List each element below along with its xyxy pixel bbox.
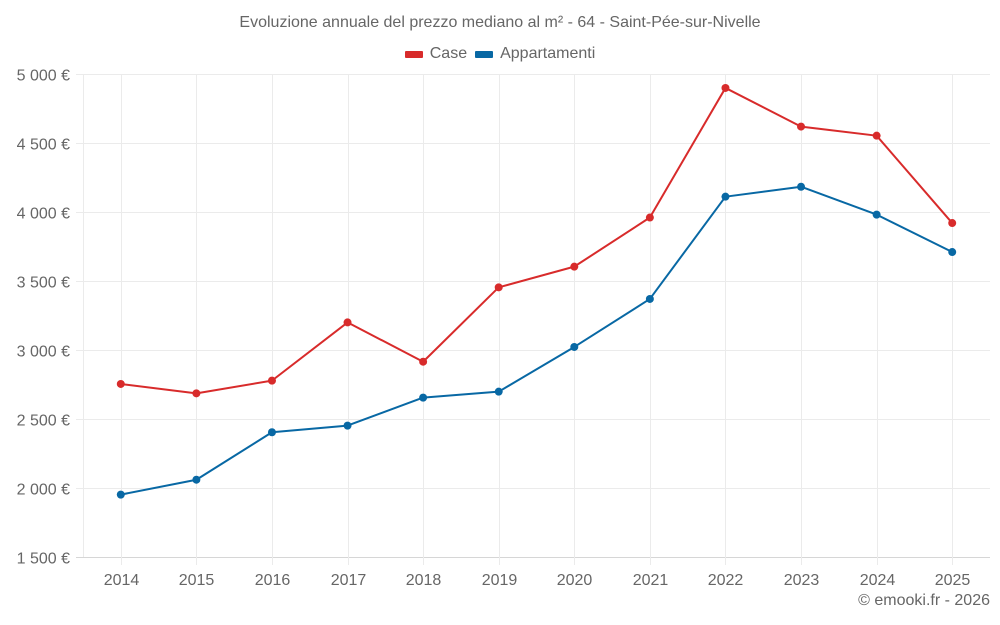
x-axis: 2014 2015 2016 2017 2018 2019 2020 2021 2022 2023… xyxy=(104,572,971,589)
data-point-case-2023[interactable] xyxy=(797,122,806,131)
x-tick-label: 2017 xyxy=(331,572,367,589)
credit-text: © emooki.fr - 2026 xyxy=(858,592,990,609)
data-point-appartamenti-2018[interactable] xyxy=(419,393,428,402)
legend-swatch-appartamenti xyxy=(475,50,494,58)
data-point-case-2021[interactable] xyxy=(645,213,654,222)
series-line-appartamenti xyxy=(120,185,953,496)
data-point-case-2018[interactable] xyxy=(419,357,428,366)
data-point-appartamenti-2020[interactable] xyxy=(570,342,579,351)
legend-label-appartamenti: Appartamenti xyxy=(500,45,596,62)
data-point-case-2016[interactable] xyxy=(267,376,276,385)
series-group xyxy=(116,83,957,499)
y-tick-label: 4 000 € xyxy=(17,206,70,223)
data-point-case-2019[interactable] xyxy=(494,283,503,292)
legend-swatch-case xyxy=(404,50,423,58)
y-tick-label: 2 000 € xyxy=(17,482,70,499)
x-tick-label: 2019 xyxy=(482,572,518,589)
data-point-case-2014[interactable] xyxy=(116,379,125,388)
legend-item-appartamenti[interactable]: Appartamenti xyxy=(475,45,595,63)
x-tick-label: 2015 xyxy=(179,572,215,589)
x-tick-label: 2020 xyxy=(557,572,593,589)
data-point-case-2017[interactable] xyxy=(343,318,352,327)
data-point-appartamenti-2023[interactable] xyxy=(797,182,806,191)
data-point-appartamenti-2014[interactable] xyxy=(116,490,125,499)
data-point-case-2025[interactable] xyxy=(948,219,957,228)
y-axis: 1 500 € 2 000 € 2 500 € 3 000 € 3 500 € 4 000… xyxy=(17,68,70,568)
x-tick-label: 2022 xyxy=(708,572,744,589)
y-tick-label: 5 000 € xyxy=(17,68,70,85)
series-line-case xyxy=(120,86,953,395)
legend-item-case[interactable]: Case xyxy=(404,45,468,63)
x-tick-label: 2023 xyxy=(784,572,820,589)
data-point-appartamenti-2022[interactable] xyxy=(721,192,730,201)
y-tick-label: 1 500 € xyxy=(17,551,70,568)
y-tick-label: 3 500 € xyxy=(17,275,70,292)
legend: Case Appartamenti xyxy=(0,45,1000,63)
data-point-appartamenti-2025[interactable] xyxy=(948,248,957,257)
x-tick-label: 2014 xyxy=(104,572,140,589)
y-tick-label: 2 500 € xyxy=(17,413,70,430)
grid xyxy=(76,74,990,565)
data-point-case-2020[interactable] xyxy=(570,262,579,271)
chart-title: Evoluzione annuale del prezzo mediano al… xyxy=(239,14,761,31)
data-point-appartamenti-2017[interactable] xyxy=(343,421,352,430)
y-tick-label: 4 500 € xyxy=(17,137,70,154)
x-tick-label: 2024 xyxy=(860,572,896,589)
data-point-case-2015[interactable] xyxy=(192,389,201,398)
data-point-case-2022[interactable] xyxy=(721,83,730,92)
data-point-appartamenti-2021[interactable] xyxy=(645,294,654,303)
data-point-case-2024[interactable] xyxy=(872,131,881,140)
x-tick-label: 2016 xyxy=(255,572,291,589)
x-tick-label: 2025 xyxy=(935,572,971,589)
data-point-appartamenti-2019[interactable] xyxy=(494,387,503,396)
data-point-appartamenti-2024[interactable] xyxy=(872,210,881,219)
data-point-appartamenti-2016[interactable] xyxy=(267,428,276,437)
data-point-appartamenti-2015[interactable] xyxy=(192,475,201,484)
y-tick-label: 3 000 € xyxy=(17,344,70,361)
x-tick-label: 2018 xyxy=(406,572,442,589)
legend-label-case: Case xyxy=(429,45,468,62)
x-tick-label: 2021 xyxy=(633,572,669,589)
